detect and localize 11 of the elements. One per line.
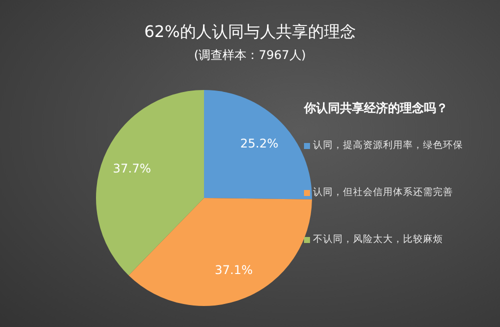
legend-label: 认同，但社会信用体系还需完善 — [313, 186, 453, 199]
data-label: 37.7% — [112, 162, 152, 176]
legend-label: 不认同，风险太大，比较麻烦 — [313, 233, 443, 246]
legend-title: 你认同共享经济的理念吗？ — [304, 100, 449, 117]
pie-slice — [96, 90, 204, 276]
data-label: 25.2% — [240, 136, 278, 150]
chart-title: 62%的人认同与人共享的理念 — [143, 22, 357, 43]
legend-label: 认同，提高资源利用率，绿色环保 — [313, 139, 463, 152]
chart-subtitle: (调查样本：7967人) — [193, 47, 307, 64]
pie-slice — [128, 198, 312, 306]
data-label: 37.1% — [214, 262, 253, 277]
